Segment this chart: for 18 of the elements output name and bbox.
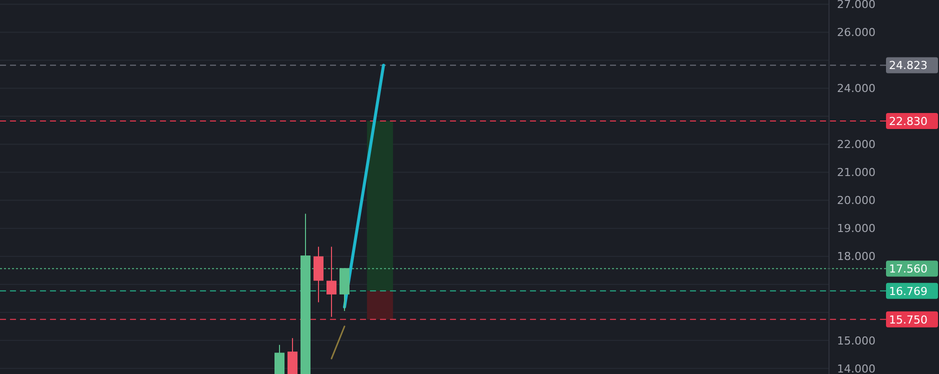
candlestick [326,246,336,318]
y-tick-label: 19.000 [837,222,876,236]
y-tick-label: 15.000 [837,334,876,348]
y-tick-label: 26.000 [837,26,876,40]
y-tick-label: 14.000 [837,362,876,374]
ref-line-label: 17.560 [889,262,928,276]
y-tick-label: 18.000 [837,250,876,264]
y-tick-label: 24.000 [837,82,876,96]
ref-line-label: 15.750 [889,313,928,326]
ref-line-label: 16.769 [889,284,928,298]
candlestick [288,338,298,374]
y-tick-label: 22.000 [837,138,876,152]
y-tick-label: 20.000 [837,194,876,208]
ref-line-label: 24.823 [889,59,928,72]
y-tick-label: 21.000 [837,166,876,180]
candlestick [274,344,284,374]
y-tick-label: 27.000 [837,0,876,12]
ref-line-label: 22.830 [889,115,928,128]
